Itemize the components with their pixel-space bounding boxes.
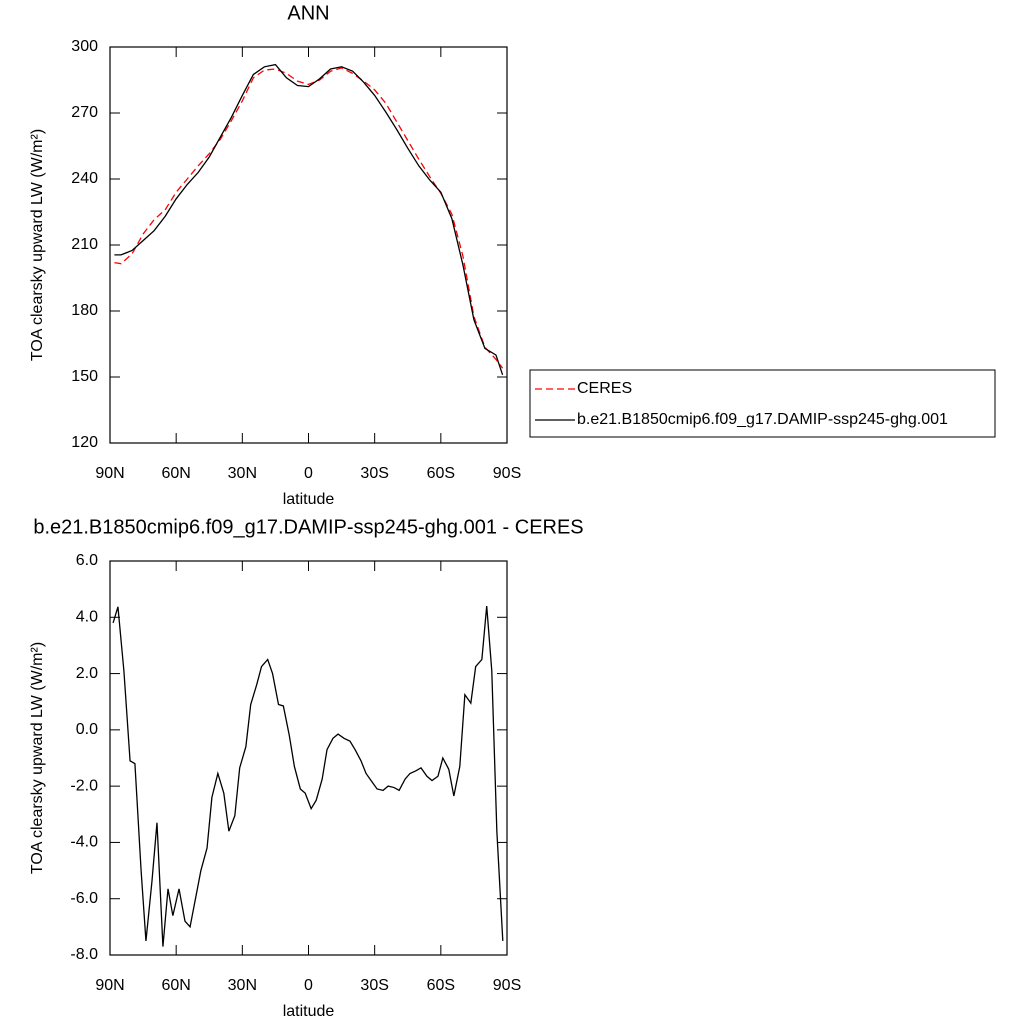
y-tick-label: -8.0: [70, 946, 98, 963]
legend-label: CERES: [577, 380, 632, 397]
x-tick-label: 90N: [95, 465, 124, 482]
y-tick-label: -2.0: [70, 777, 98, 794]
y-tick-label: -6.0: [70, 890, 98, 907]
data-line: [114, 67, 504, 369]
y-tick-label: 2.0: [76, 665, 98, 682]
plot-frame: [109, 46, 508, 444]
x-axis-label: latitude: [283, 1003, 335, 1020]
x-tick-label: 90N: [95, 977, 124, 994]
y-tick-label: 300: [71, 38, 98, 55]
x-tick-label: 60N: [161, 977, 190, 994]
x-tick-label: 30N: [228, 465, 257, 482]
y-axis-label: TOA clearsky upward LW (W/m²): [29, 642, 46, 874]
x-tick-label: 0: [304, 465, 313, 482]
legend-frame: [529, 369, 996, 438]
y-tick-label: 4.0: [76, 609, 98, 626]
y-tick-label: 270: [71, 104, 98, 121]
y-tick-label: -4.0: [70, 834, 98, 851]
y-tick-label: 240: [71, 170, 98, 187]
x-tick-label: 30S: [360, 465, 388, 482]
data-line: [112, 605, 504, 947]
data-line: [114, 63, 504, 376]
x-tick-label: 90S: [493, 977, 521, 994]
x-tick-label: 30N: [228, 977, 257, 994]
x-tick-label: 60S: [427, 465, 455, 482]
y-tick-label: 210: [71, 236, 98, 253]
x-tick-label: 0: [304, 977, 313, 994]
y-axis-label: TOA clearsky upward LW (W/m²): [29, 129, 46, 361]
chart-title: ANN: [287, 2, 329, 24]
x-tick-label: 90S: [493, 465, 521, 482]
x-axis-label: latitude: [283, 491, 335, 508]
x-tick-label: 60S: [427, 977, 455, 994]
y-tick-label: 120: [71, 434, 98, 451]
legend-label: b.e21.B1850cmip6.f09_g17.DAMIP-ssp245-gh…: [577, 411, 948, 428]
x-tick-label: 30S: [360, 977, 388, 994]
x-tick-label: 60N: [161, 465, 190, 482]
y-tick-label: 150: [71, 368, 98, 385]
y-tick-label: 180: [71, 302, 98, 319]
chart-title: b.e21.B1850cmip6.f09_g17.DAMIP-ssp245-gh…: [33, 516, 583, 538]
y-tick-label: 6.0: [76, 552, 98, 569]
y-tick-label: 0.0: [76, 721, 98, 738]
plot-frame: [109, 560, 508, 956]
